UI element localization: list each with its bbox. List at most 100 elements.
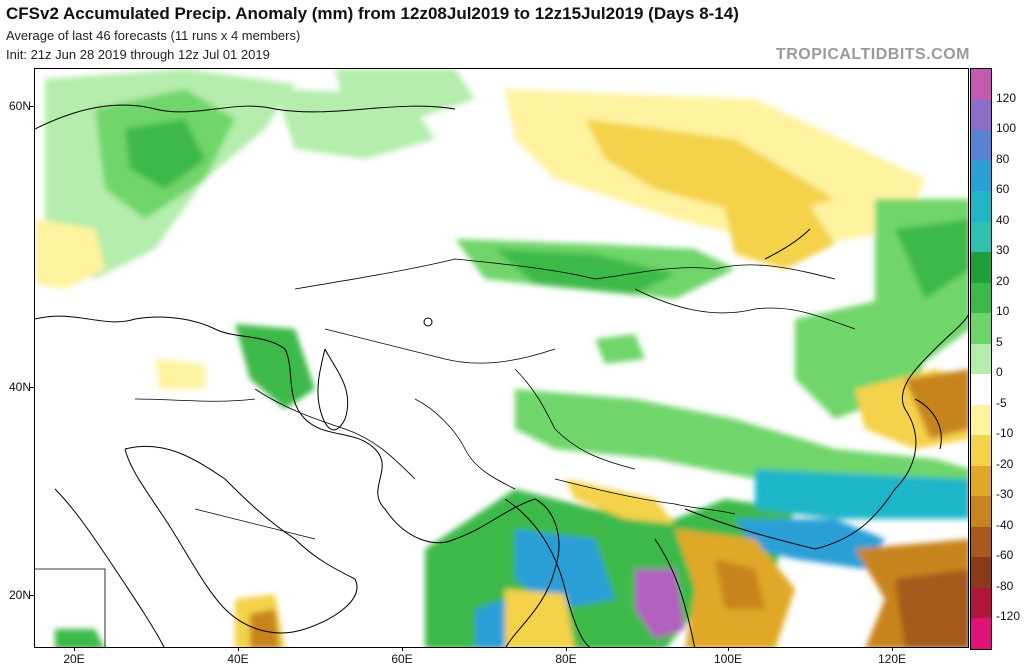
colorbar-segment (971, 221, 991, 253)
anomaly-shading (35, 69, 968, 647)
wet-region-yangtze (755, 469, 968, 519)
map-subtitle-forecasts: Average of last 46 forecasts (11 runs x … (6, 28, 301, 43)
wet-region-myanmar (635, 569, 685, 639)
border-turkey (134, 398, 256, 402)
lon-tick-40e (238, 647, 239, 651)
lat-tick-60n (30, 106, 34, 107)
map-title: CFSv2 Accumulated Precip. Anomaly (mm) f… (6, 4, 739, 23)
colorbar-segment (971, 313, 991, 345)
colorbar-label: -40 (996, 517, 1014, 532)
map-subtitle-init: Init: 21z Jun 28 2019 through 12z Jul 01… (6, 47, 270, 62)
lon-label-80e: 80E (555, 652, 577, 666)
border-china-west (514, 368, 636, 470)
colorbar-label: 20 (996, 273, 1010, 288)
colorbar-segment (971, 374, 991, 406)
wet-region-south-china (735, 519, 885, 569)
wet-region-kara (335, 69, 475, 119)
coast-europe (35, 315, 560, 647)
lon-label-120e: 120E (877, 652, 907, 666)
border-tibet-south (554, 478, 736, 515)
map-canvas (35, 69, 968, 647)
dry-region-baikal (725, 199, 835, 269)
wet-region-altai (495, 249, 675, 294)
coast-china (684, 314, 968, 550)
lat-label-40n: 40N (8, 380, 31, 394)
colorbar-label: -20 (996, 456, 1014, 471)
border-egypt (35, 568, 106, 647)
lon-tick-100e (728, 647, 729, 651)
dry-region-laos (715, 559, 765, 609)
colorbar-label: 5 (996, 334, 1003, 349)
colorbar-segment (971, 130, 991, 162)
lat-label-20n: 20N (8, 588, 31, 602)
colorbar-label: 40 (996, 212, 1010, 227)
colorbar-segment (971, 435, 991, 467)
dry-region-europe (35, 219, 105, 289)
lon-tick-80e (566, 647, 567, 651)
colorbar-label: 60 (996, 182, 1010, 197)
coast-korea (914, 398, 942, 450)
colorbar-label: 30 (996, 243, 1010, 258)
colorbar-segment (971, 69, 991, 101)
border-afghanistan (414, 398, 516, 490)
coast-india (504, 498, 591, 647)
colorbar-segment (971, 526, 991, 558)
colorbar-segment (971, 557, 991, 589)
coast-indochina (654, 538, 696, 647)
wet-region-caucasus (235, 324, 315, 409)
colorbar-segment (971, 404, 991, 436)
colorbar-label: 80 (996, 151, 1010, 166)
brand-watermark: TROPICALTIDBITS.COM (775, 46, 970, 63)
lon-label-100e: 100E (713, 652, 743, 666)
dry-region-ukraine (155, 359, 205, 389)
colorbar-segment (971, 343, 991, 375)
dry-region-philippines-core (895, 569, 968, 647)
wet-region-horn (55, 629, 104, 647)
dry-region-korea (905, 369, 968, 439)
wet-region-bengal (515, 529, 615, 609)
colorbar (970, 68, 992, 650)
border-russia-kazakhstan (294, 258, 836, 290)
lat-tick-20n (30, 595, 34, 596)
colorbar-segment (971, 252, 991, 284)
country-borders (35, 258, 856, 647)
colorbar-label: 100 (996, 121, 1017, 136)
colorbar-segment (971, 587, 991, 619)
lon-label-40e: 40E (227, 652, 249, 666)
colorbar-label: 10 (996, 304, 1010, 319)
colorbar-label: -5 (996, 395, 1007, 410)
wet-region-tarim (595, 334, 645, 364)
lake-baikal (764, 228, 811, 260)
colorbar-label: 120 (996, 90, 1017, 105)
border-mongolia (634, 288, 856, 330)
colorbar-label: -80 (996, 578, 1014, 593)
lon-label-20e: 20E (63, 652, 85, 666)
colorbar-label: -120 (996, 609, 1021, 624)
dry-region-deccan (505, 589, 575, 647)
lat-label-60n: 60N (8, 99, 31, 113)
coast-red-sea (54, 488, 165, 647)
colorbar-segment (971, 496, 991, 528)
wet-region-white-sea (125, 119, 205, 189)
dry-region-siberia-core (585, 119, 835, 219)
colorbar-segment (971, 282, 991, 314)
lat-tick-40n (30, 387, 34, 388)
colorbar-segment (971, 191, 991, 223)
border-kazakhstan-south (324, 328, 556, 364)
coast-arctic (35, 104, 456, 130)
lon-label-60e: 60E (391, 652, 413, 666)
coast-arabia (124, 445, 358, 634)
coast-caspian (317, 348, 349, 431)
coastlines (35, 104, 968, 647)
colorbar-label: 0 (996, 365, 1003, 380)
colorbar-segment (971, 99, 991, 131)
colorbar-segment (971, 618, 991, 650)
colorbar-label: -30 (996, 487, 1014, 502)
wet-region-amur (895, 219, 968, 299)
colorbar-label: -10 (996, 426, 1014, 441)
dry-region-yemen-core (250, 609, 280, 647)
precip-anomaly-map (34, 68, 969, 648)
border-iran (254, 388, 416, 480)
dry-region-nepal (565, 479, 675, 524)
colorbar-label: -60 (996, 548, 1014, 563)
